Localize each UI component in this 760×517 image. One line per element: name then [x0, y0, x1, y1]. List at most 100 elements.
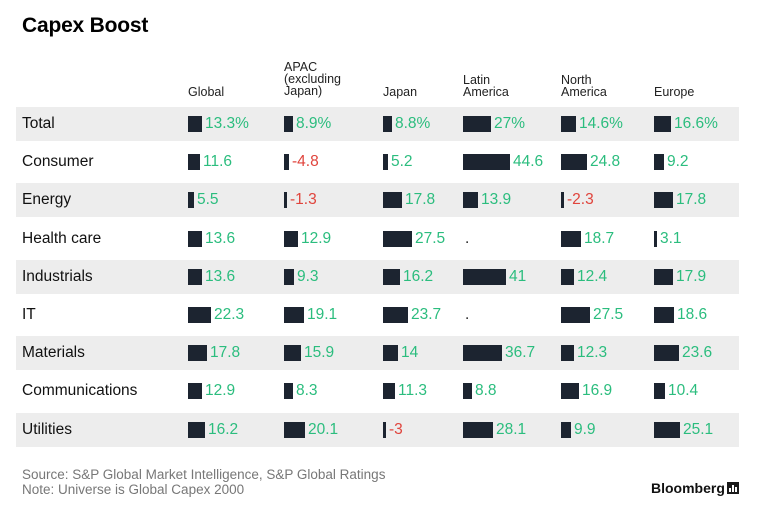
bar: [654, 268, 673, 285]
row-label: Materials: [22, 344, 85, 362]
bar: [561, 345, 574, 362]
bar: [654, 230, 657, 247]
bar: [383, 230, 412, 247]
universe-note: Note: Universe is Global Capex 2000: [22, 482, 245, 497]
table-row: Energy 5.5 -1.3 17.8 13.9 -2.3 17.8: [16, 183, 739, 218]
bar: [188, 268, 202, 285]
bar: [284, 230, 298, 247]
bar: [188, 383, 202, 400]
data-label: 9.9: [574, 420, 596, 438]
bar: [284, 154, 289, 171]
bar: [654, 154, 664, 171]
data-label: 11.6: [203, 153, 233, 171]
data-label: 25.1: [683, 420, 714, 438]
table-row: Total 13.3% 8.9% 8.8% 27% 14.6% 16.6%: [16, 107, 739, 141]
bar: [561, 383, 579, 400]
table-row: IT 22.3 19.1 23.7. 27.5 18.6: [16, 298, 739, 332]
bar: [463, 116, 491, 132]
data-label: 27%: [494, 115, 526, 132]
row-label: Industrials: [22, 267, 93, 285]
data-label: 27.5: [593, 306, 624, 323]
table-row: Consumer 11.6 -4.8 5.2 44.6 24.8 9.2: [16, 145, 739, 179]
bloomberg-logo: Bloomberg: [651, 480, 725, 496]
data-label: 23.6: [682, 344, 713, 362]
bar: [654, 192, 673, 209]
bar: [561, 268, 574, 285]
row-label: IT: [22, 306, 36, 323]
data-label: 13.6: [205, 267, 236, 285]
data-label: 16.6%: [674, 115, 718, 132]
bloomberg-chart-icon: [727, 482, 739, 494]
bar: [561, 307, 590, 323]
table-row: Industrials 13.6 9.3 16.2 41 12.4 17.9: [16, 259, 739, 294]
row-label: Utilities: [22, 420, 72, 438]
bar: [284, 116, 293, 132]
data-label: 18.7: [584, 229, 615, 247]
bar: [284, 421, 305, 438]
column-header-4: North America: [561, 73, 607, 99]
data-label: -2.3: [567, 191, 594, 209]
bar: [188, 345, 207, 362]
column-header-0: Global: [188, 85, 225, 99]
bar: [188, 154, 200, 171]
data-label: 13.9: [481, 191, 512, 209]
data-label: 16.9: [582, 382, 613, 400]
data-label: 8.8%: [395, 115, 431, 132]
data-label: 3.1: [660, 229, 682, 247]
bar: [188, 307, 211, 323]
bar: [383, 383, 395, 400]
bar: [383, 345, 398, 362]
bar: [284, 345, 301, 362]
bar: [188, 421, 205, 438]
data-label: 14: [401, 344, 419, 362]
data-label: 23.7: [411, 306, 442, 323]
bar: [561, 154, 587, 171]
data-label: 11.3: [398, 382, 428, 400]
bar: [188, 192, 194, 209]
bar: [284, 268, 294, 285]
bar: [383, 307, 408, 323]
data-label: .: [465, 306, 470, 323]
bar: [654, 421, 680, 438]
row-label: Energy: [22, 191, 72, 209]
data-label: 44.6: [513, 153, 544, 171]
data-label: -1.3: [290, 191, 317, 209]
data-label: 16.2: [208, 420, 239, 438]
column-header-3: Latin America: [463, 73, 509, 99]
bar: [188, 230, 202, 247]
data-label: 27.5: [415, 229, 446, 247]
data-label: 18.6: [677, 306, 708, 323]
column-header-2: Japan: [383, 85, 418, 99]
table-row: Health care 13.6 12.9 27.5. 18.7 3.1: [16, 222, 739, 256]
bar: [463, 268, 506, 285]
data-label: 17.8: [405, 191, 436, 209]
data-label: 12.9: [205, 382, 236, 400]
data-label: 17.8: [210, 344, 241, 362]
bar: [561, 230, 581, 247]
bar: [383, 154, 388, 171]
row-label: Total: [22, 115, 55, 132]
row-label: Consumer: [22, 153, 94, 171]
data-label: 41: [509, 267, 527, 285]
data-label: 12.3: [577, 344, 608, 362]
data-label: 5.5: [197, 191, 219, 209]
bar: [463, 421, 493, 438]
bar: [284, 307, 304, 323]
data-label: 12.9: [301, 229, 332, 247]
bar: [654, 307, 674, 323]
chart-title: Capex Boost: [22, 14, 149, 37]
bar: [383, 192, 402, 209]
bar: [463, 154, 510, 171]
row-label: Communications: [22, 382, 138, 400]
data-label: -4.8: [292, 153, 319, 171]
bar: [561, 116, 576, 132]
bar: [561, 192, 564, 209]
data-label: .: [465, 229, 470, 247]
data-label: 9.3: [297, 267, 319, 285]
data-label: 13.6: [205, 229, 236, 247]
bar: [284, 383, 293, 400]
data-label: -3: [389, 420, 403, 438]
bar: [561, 421, 571, 438]
column-header-1: APAC (excluding Japan): [284, 60, 341, 98]
data-label: 10.4: [668, 382, 699, 400]
